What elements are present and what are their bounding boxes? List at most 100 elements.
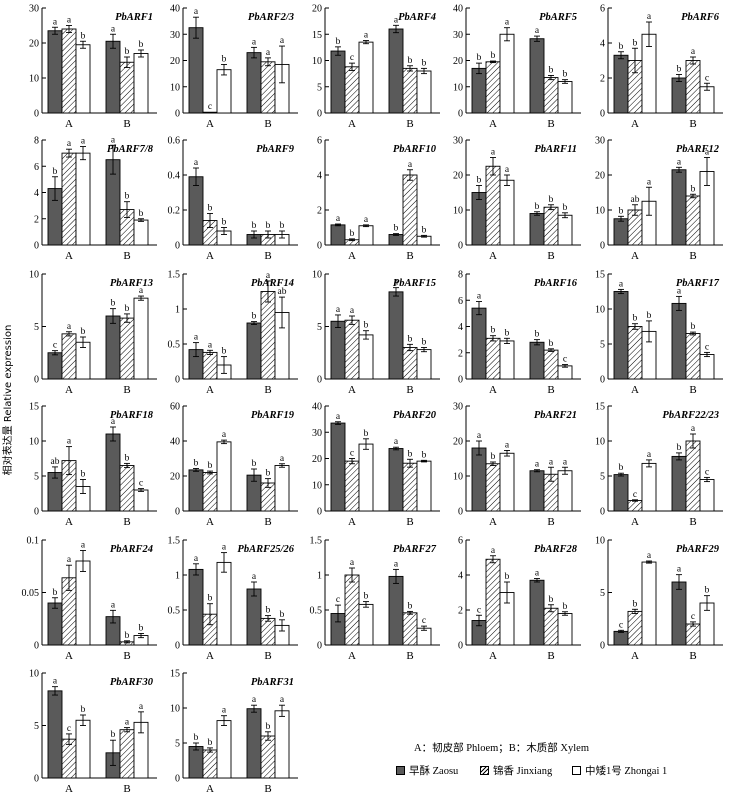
bar: [402, 174, 418, 246]
y-tick-label: 5: [175, 739, 180, 750]
bar: [344, 574, 360, 646]
significance-label: ab: [631, 195, 640, 205]
significance-label: a: [408, 160, 413, 170]
bar: [274, 710, 290, 779]
y-tick-label: 10: [312, 480, 322, 491]
category-label: B: [406, 250, 413, 262]
significance-label: b: [266, 469, 271, 479]
panel-title: PbARF27: [393, 544, 437, 555]
legend-entry-zhongai: 中矮1号 Zhongai 1: [572, 763, 667, 778]
significance-label: b: [208, 738, 213, 748]
bar: [613, 630, 629, 646]
significance-label: b: [280, 610, 285, 620]
bar: [344, 66, 360, 114]
bar: [685, 623, 701, 646]
significance-label: a: [394, 437, 399, 447]
y-tick-label: 2: [600, 74, 605, 85]
category-label: A: [489, 250, 497, 262]
significance-label: b: [408, 449, 413, 459]
bar: [627, 326, 643, 380]
bar: [388, 291, 404, 380]
bar: [119, 317, 135, 380]
y-tick-label: 0: [458, 241, 463, 252]
significance-label: c: [563, 355, 567, 365]
y-tick-label: 6: [34, 162, 39, 173]
category-label: A: [348, 650, 356, 662]
significance-label: a: [194, 333, 199, 343]
y-tick-label: 0.4: [168, 171, 181, 182]
panel-title: PbARF16: [534, 278, 578, 289]
significance-label: a: [222, 706, 227, 716]
bar: [202, 749, 218, 779]
significance-label: b: [266, 221, 271, 231]
y-tick-label: 0: [175, 507, 180, 518]
bar: [133, 219, 149, 246]
bar: [613, 54, 629, 114]
y-tick-label: 1.5: [168, 270, 181, 281]
y-tick-label: 20: [453, 171, 463, 182]
y-tick-label: 40: [312, 402, 322, 413]
significance-label: b: [350, 229, 355, 239]
significance-label: a: [67, 16, 72, 26]
category-label: A: [206, 650, 214, 662]
panel-title: PbARF6: [681, 12, 720, 23]
significance-label: b: [194, 733, 199, 743]
y-tick-label: 10: [453, 472, 463, 483]
panel-pbarf29: 0 5 10 PbARF29 c b a Aa c b B: [595, 536, 723, 662]
bar: [499, 452, 515, 512]
significance-label: a: [677, 157, 682, 167]
bar: [416, 460, 432, 512]
y-tick-label: 5: [600, 588, 605, 599]
panel-title: PbARF19: [251, 410, 295, 421]
category-label: B: [547, 650, 554, 662]
y-tick-label: 2: [458, 348, 463, 359]
category-label: B: [123, 118, 130, 130]
category-label: B: [123, 783, 130, 795]
significance-label: b: [422, 58, 427, 68]
category-label: B: [264, 516, 271, 528]
y-tick-label: 20: [453, 56, 463, 67]
bar: [119, 465, 135, 512]
panel-title: PbARF15: [393, 278, 436, 289]
significance-label: b: [139, 623, 144, 633]
y-tick-label: 0: [175, 641, 180, 652]
significance-label: b: [208, 594, 213, 604]
y-tick-label: 1: [175, 571, 180, 582]
bar: [330, 224, 346, 246]
y-tick-label: 4: [317, 171, 322, 182]
significance-label: b: [81, 31, 86, 41]
significance-label: b: [364, 321, 369, 331]
bar: [75, 152, 91, 246]
significance-label: b: [139, 209, 144, 219]
bar: [641, 561, 657, 646]
significance-label: b: [280, 221, 285, 231]
y-tick-label: 0: [600, 241, 605, 252]
y-tick-label: 0: [458, 375, 463, 386]
group-note: A：韧皮部 Phloem；B：木质部 Xylem: [414, 743, 589, 754]
bar: [685, 60, 701, 114]
y-tick-label: 20: [170, 56, 180, 67]
significance-label: a: [535, 26, 540, 36]
category-label: A: [489, 118, 497, 130]
bar: [557, 365, 573, 380]
category-label: A: [65, 516, 73, 528]
significance-label: b: [53, 167, 58, 177]
significance-label: b: [549, 595, 554, 605]
bar: [61, 333, 77, 380]
significance-label: a: [266, 48, 271, 58]
significance-label: a: [125, 718, 130, 728]
significance-label: b: [336, 37, 341, 47]
bar: [499, 33, 515, 114]
significance-label: a: [336, 412, 341, 422]
y-tick-label: 0: [175, 241, 180, 252]
category-label: B: [689, 516, 696, 528]
significance-label: b: [633, 314, 638, 324]
y-tick-label: 15: [595, 270, 605, 281]
significance-label: b: [194, 458, 199, 468]
significance-label: b: [81, 705, 86, 715]
